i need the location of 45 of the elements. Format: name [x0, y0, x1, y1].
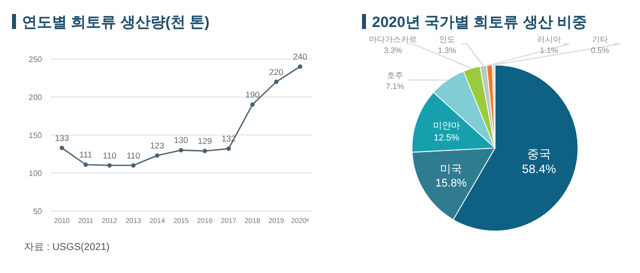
- data-label: 1.1%: [540, 46, 558, 55]
- data-label: 111: [79, 150, 92, 160]
- slice-label: 기타: [592, 35, 608, 44]
- data-label: 0.5%: [590, 46, 610, 55]
- point: [154, 153, 160, 158]
- slice-label: 러시아: [537, 35, 561, 44]
- slice-label: 미얀마: [433, 120, 460, 131]
- data-label: 220: [269, 66, 284, 77]
- point: [131, 163, 136, 168]
- data-label: 15.8%: [435, 178, 467, 190]
- chart-title: 2020년 국가별 희토류 생산 비중: [372, 14, 588, 31]
- y-tick-label: 200: [28, 93, 43, 102]
- point: [226, 146, 231, 151]
- chart-title: 연도별 희토류 생산량(천 톤): [22, 14, 210, 31]
- point: [84, 162, 88, 167]
- data-label: 129: [198, 136, 212, 146]
- data-label: 190: [245, 90, 260, 100]
- y-tick-label: 50: [33, 207, 43, 216]
- y-tick-label: 250: [28, 55, 43, 64]
- data-label: 123: [150, 140, 165, 151]
- data-label: 7.1%: [386, 82, 404, 91]
- point: [274, 80, 278, 84]
- point: [60, 146, 64, 150]
- point: [107, 163, 112, 168]
- data-label: 240: [292, 52, 308, 62]
- data-label: 12.5%: [434, 132, 460, 143]
- data-label: 58.4%: [522, 162, 556, 176]
- data-label: 110: [102, 150, 117, 160]
- data-label: 3.3%: [384, 46, 402, 55]
- slice-label: 마다가스카르: [369, 35, 417, 44]
- slice-label: 인도: [439, 35, 455, 44]
- y-tick-label: 100: [28, 169, 43, 178]
- data-label: 1.3%: [438, 46, 456, 55]
- slice-label: 호주: [387, 71, 403, 80]
- slice-label: 미국: [440, 164, 462, 176]
- y-tick-label: 150: [28, 131, 43, 140]
- point: [298, 64, 302, 69]
- slice-label: 중국: [527, 146, 552, 161]
- point: [178, 148, 184, 152]
- data-label: 110: [126, 150, 140, 160]
- text: 자료 : USGS(2021): [24, 242, 110, 253]
- point: [202, 148, 208, 154]
- data-label: 130: [174, 135, 188, 146]
- point: [250, 102, 255, 107]
- data-label: 133: [54, 132, 70, 143]
